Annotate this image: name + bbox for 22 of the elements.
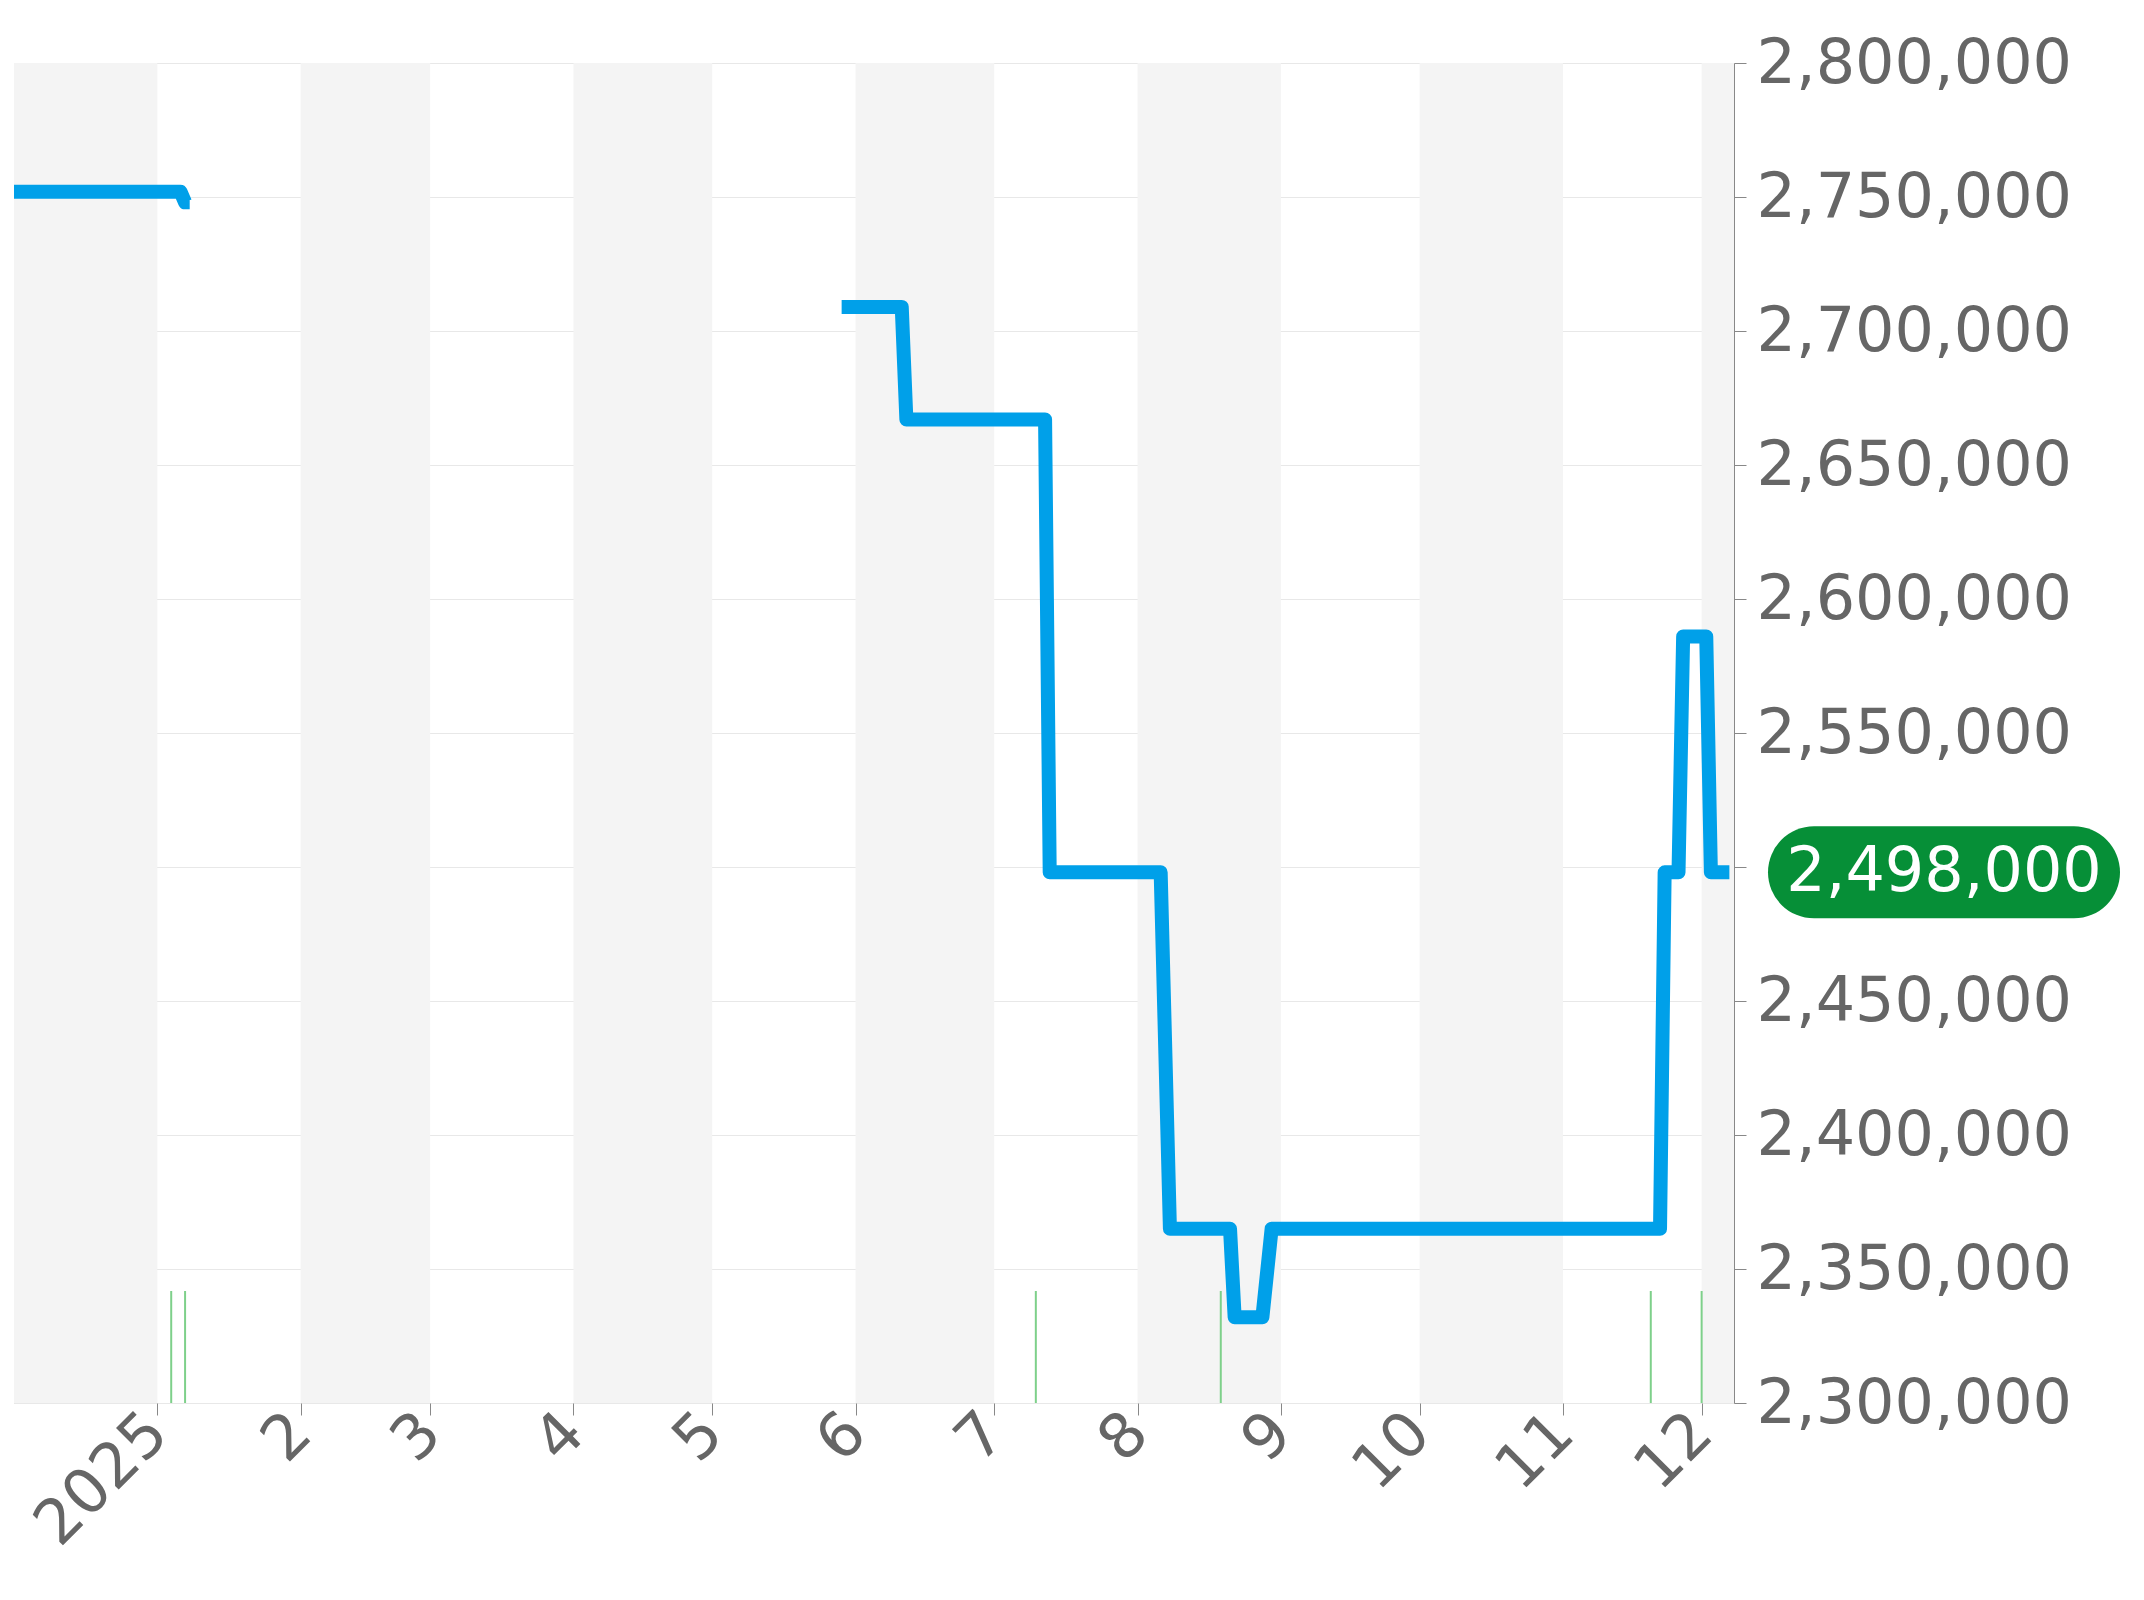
x-tick-label: 12	[1618, 1395, 1727, 1504]
y-tick-label: 2,700,000	[1756, 292, 2073, 366]
x-tick-label: 5	[657, 1395, 737, 1476]
x-tick-label: 9	[1225, 1395, 1306, 1476]
x-tick-label: 2	[245, 1395, 326, 1476]
y-tick-label: 2,400,000	[1756, 1096, 2073, 1170]
x-tick-label: 8	[1082, 1395, 1163, 1476]
y-tick-label: 2,450,000	[1756, 962, 2073, 1036]
x-tick-label: 4	[518, 1395, 598, 1476]
x-tick-label: 10	[1336, 1395, 1445, 1504]
text: 2,498,000	[1786, 833, 2102, 907]
x-tick-label: 11	[1480, 1395, 1588, 1504]
x-tick-label: 6	[800, 1395, 881, 1476]
y-tick-label: 2,750,000	[1756, 158, 2073, 232]
y-tick-label: 2,300,000	[1756, 1364, 2073, 1438]
y-tick-label: 2,550,000	[1756, 694, 2073, 768]
y-tick-label: 2,650,000	[1756, 426, 2073, 500]
x-tick-label: 3	[375, 1395, 455, 1476]
y-tick-label: 2,350,000	[1756, 1230, 2073, 1304]
y-tick-label: 2,800,000	[1756, 24, 2073, 98]
y-tick-label: 2,600,000	[1756, 560, 2073, 634]
x-tick-label: 7	[939, 1395, 1019, 1476]
